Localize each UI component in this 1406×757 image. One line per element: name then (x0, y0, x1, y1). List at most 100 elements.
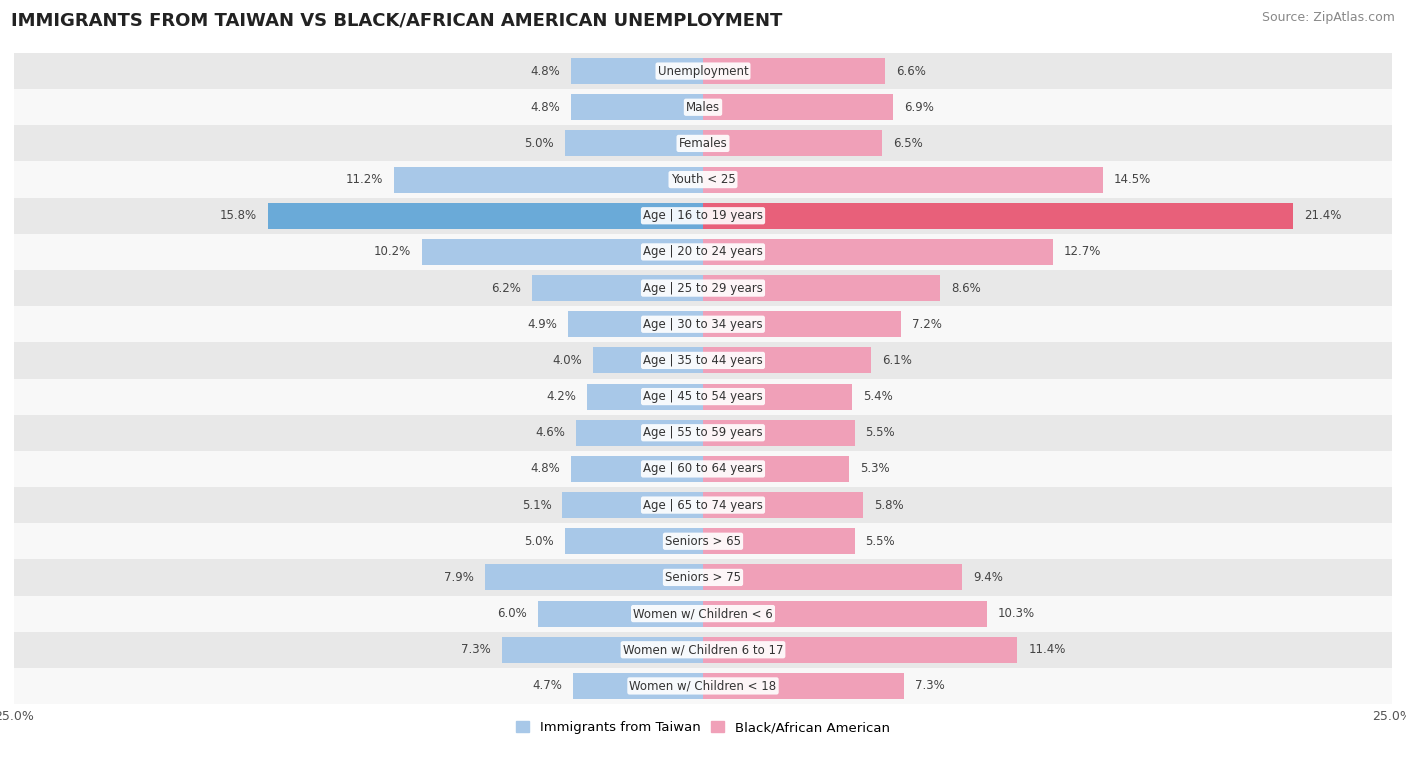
Text: Youth < 25: Youth < 25 (671, 173, 735, 186)
Bar (703, 58, 884, 84)
Text: 14.5%: 14.5% (1114, 173, 1152, 186)
Text: 7.3%: 7.3% (915, 680, 945, 693)
Bar (703, 456, 849, 482)
Text: Seniors > 65: Seniors > 65 (665, 534, 741, 548)
Bar (14, 451, 1392, 487)
Text: 9.4%: 9.4% (973, 571, 1002, 584)
Text: 7.2%: 7.2% (912, 318, 942, 331)
Text: 5.5%: 5.5% (866, 534, 896, 548)
Text: 6.1%: 6.1% (882, 354, 912, 367)
Bar (14, 487, 1392, 523)
Bar (14, 415, 1392, 451)
Text: Women w/ Children < 18: Women w/ Children < 18 (630, 680, 776, 693)
Text: 6.5%: 6.5% (893, 137, 922, 150)
Bar (703, 275, 941, 301)
Text: 7.9%: 7.9% (444, 571, 474, 584)
Text: 5.8%: 5.8% (875, 499, 904, 512)
Bar (537, 600, 703, 627)
Text: Seniors > 75: Seniors > 75 (665, 571, 741, 584)
Text: 6.9%: 6.9% (904, 101, 934, 114)
Bar (14, 596, 1392, 631)
Text: 10.3%: 10.3% (998, 607, 1035, 620)
Text: Age | 45 to 54 years: Age | 45 to 54 years (643, 390, 763, 403)
Bar (422, 239, 703, 265)
Bar (571, 58, 703, 84)
Bar (267, 203, 703, 229)
Bar (14, 378, 1392, 415)
Bar (703, 492, 863, 518)
Text: 4.8%: 4.8% (530, 64, 560, 77)
Bar (703, 600, 987, 627)
Bar (703, 384, 852, 410)
Text: 4.7%: 4.7% (533, 680, 562, 693)
Text: 15.8%: 15.8% (219, 209, 256, 223)
Text: 4.6%: 4.6% (536, 426, 565, 439)
Text: Age | 60 to 64 years: Age | 60 to 64 years (643, 463, 763, 475)
Bar (14, 89, 1392, 126)
Text: 6.2%: 6.2% (491, 282, 522, 294)
Text: Age | 16 to 19 years: Age | 16 to 19 years (643, 209, 763, 223)
Bar (14, 270, 1392, 306)
Text: 11.4%: 11.4% (1028, 643, 1066, 656)
Text: 4.0%: 4.0% (553, 354, 582, 367)
Bar (531, 275, 703, 301)
Text: Women w/ Children 6 to 17: Women w/ Children 6 to 17 (623, 643, 783, 656)
Bar (14, 306, 1392, 342)
Legend: Immigrants from Taiwan, Black/African American: Immigrants from Taiwan, Black/African Am… (510, 716, 896, 740)
Text: 5.5%: 5.5% (866, 426, 896, 439)
Bar (703, 637, 1017, 663)
Text: 5.0%: 5.0% (524, 137, 554, 150)
Bar (593, 347, 703, 373)
Bar (703, 311, 901, 338)
Text: Age | 65 to 74 years: Age | 65 to 74 years (643, 499, 763, 512)
Bar (703, 239, 1053, 265)
Text: 5.0%: 5.0% (524, 534, 554, 548)
Bar (571, 456, 703, 482)
Text: 4.9%: 4.9% (527, 318, 557, 331)
Text: 4.8%: 4.8% (530, 101, 560, 114)
Bar (703, 565, 962, 590)
Bar (703, 347, 872, 373)
Bar (703, 419, 855, 446)
Text: Age | 25 to 29 years: Age | 25 to 29 years (643, 282, 763, 294)
Bar (576, 419, 703, 446)
Bar (502, 637, 703, 663)
Bar (14, 126, 1392, 161)
Text: 11.2%: 11.2% (346, 173, 384, 186)
Bar (14, 523, 1392, 559)
Bar (14, 234, 1392, 270)
Bar (14, 631, 1392, 668)
Bar (703, 130, 882, 157)
Bar (588, 384, 703, 410)
Bar (568, 311, 703, 338)
Bar (703, 94, 893, 120)
Text: Age | 55 to 59 years: Age | 55 to 59 years (643, 426, 763, 439)
Text: 10.2%: 10.2% (374, 245, 411, 258)
Bar (703, 203, 1292, 229)
Text: Age | 30 to 34 years: Age | 30 to 34 years (643, 318, 763, 331)
Text: 5.3%: 5.3% (860, 463, 890, 475)
Bar (562, 492, 703, 518)
Bar (485, 565, 703, 590)
Bar (14, 342, 1392, 378)
Text: Women w/ Children < 6: Women w/ Children < 6 (633, 607, 773, 620)
Bar (394, 167, 703, 192)
Bar (565, 528, 703, 554)
Bar (14, 559, 1392, 596)
Bar (14, 668, 1392, 704)
Text: IMMIGRANTS FROM TAIWAN VS BLACK/AFRICAN AMERICAN UNEMPLOYMENT: IMMIGRANTS FROM TAIWAN VS BLACK/AFRICAN … (11, 11, 783, 30)
Text: 7.3%: 7.3% (461, 643, 491, 656)
Text: 12.7%: 12.7% (1064, 245, 1101, 258)
Bar (703, 167, 1102, 192)
Bar (703, 673, 904, 699)
Bar (14, 53, 1392, 89)
Text: 5.4%: 5.4% (863, 390, 893, 403)
Text: 5.1%: 5.1% (522, 499, 551, 512)
Text: 21.4%: 21.4% (1303, 209, 1341, 223)
Text: Age | 20 to 24 years: Age | 20 to 24 years (643, 245, 763, 258)
Bar (571, 94, 703, 120)
Text: 4.2%: 4.2% (547, 390, 576, 403)
Text: Source: ZipAtlas.com: Source: ZipAtlas.com (1261, 11, 1395, 24)
Bar (14, 198, 1392, 234)
Text: Males: Males (686, 101, 720, 114)
